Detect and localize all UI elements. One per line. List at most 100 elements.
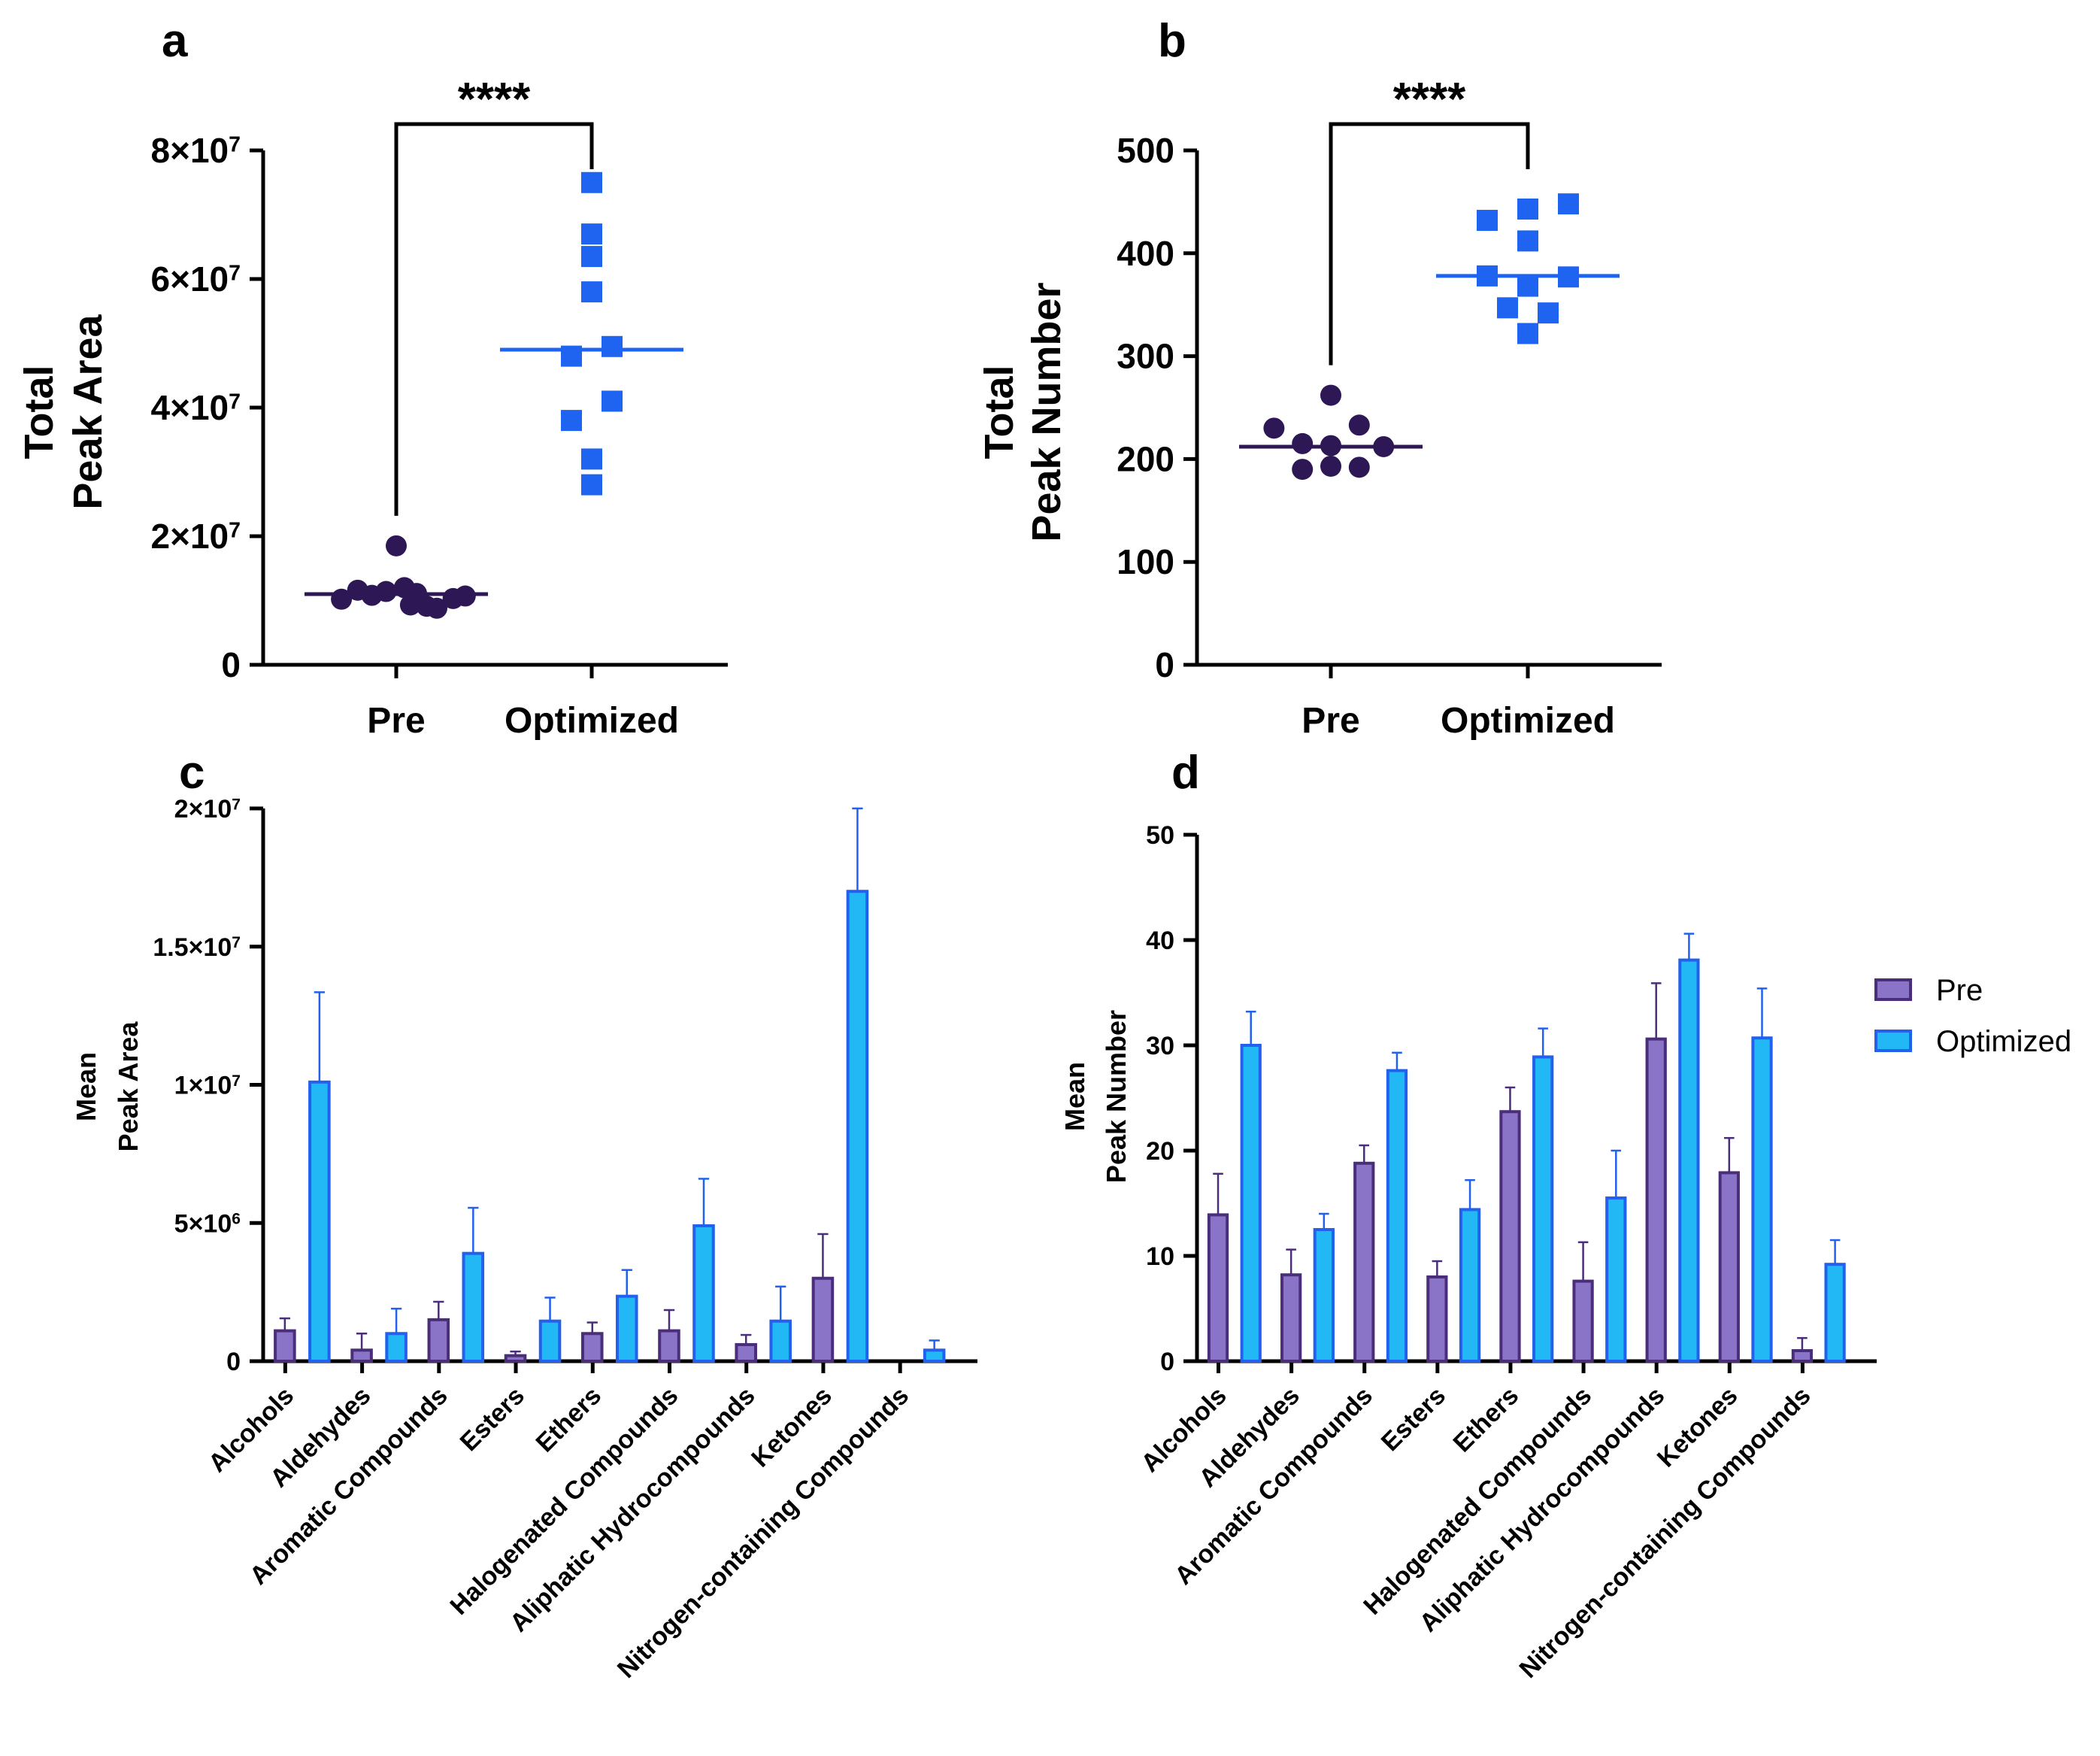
panel-d-bar-pre (1280, 1273, 1302, 1363)
panel-b-y-tick-label: 400 (1117, 234, 1174, 273)
panel-c-bar-optimized (462, 1251, 485, 1363)
panel-d-bar-pre (1207, 1213, 1229, 1363)
panel-b-data-point-optimized (1477, 265, 1498, 287)
panel-b-data-point-optimized (1558, 193, 1579, 215)
panel-c-bar-pre (504, 1354, 527, 1363)
panel-a-data-point-pre (331, 588, 353, 610)
panel-letter-c: c (179, 747, 205, 799)
panel-c-x-tick-label: Esters (455, 1381, 530, 1457)
panel-c-bar-optimized (769, 1319, 792, 1363)
panel-d-bar-optimized (1824, 1263, 1846, 1363)
panel-d-x-tick-label: Esters (1376, 1381, 1451, 1457)
panel-a-y-axis-label-line: Total (17, 365, 62, 459)
panel-b-data-point-optimized (1558, 266, 1579, 288)
panel-d-y-axis-label-line: Peak Number (1101, 1010, 1132, 1183)
panel-b-data-point-optimized (1497, 297, 1518, 319)
panel-b-x-tick-label-pre: Pre (1302, 701, 1359, 741)
panel-a-x-tick-label-optimized: Optimized (505, 701, 679, 741)
panel-a-y-tick-label: 6×107 (151, 259, 241, 299)
panel-a-data-point-optimized (581, 281, 602, 303)
panel-b-y-tick-label: 0 (1155, 645, 1174, 684)
panel-c-bar-pre (427, 1318, 450, 1363)
panel-b-significance-label: **** (1393, 74, 1466, 126)
panel-a-y-tick-label: 0 (221, 645, 241, 684)
panel-b-data-point-pre (1292, 459, 1314, 481)
panel-c-y-tick-label: 5×106 (174, 1209, 241, 1238)
panel-d-bar-optimized (1386, 1069, 1408, 1363)
panel-d-y-tick-label: 20 (1146, 1137, 1174, 1166)
panel-d-bar-pre (1426, 1275, 1448, 1363)
panel-d-bar-optimized (1605, 1196, 1627, 1363)
panel-c-bar-optimized (308, 1080, 331, 1363)
panel-c-bar-pre (274, 1329, 296, 1363)
panel-b-y-tick-label: 300 (1117, 337, 1174, 376)
panel-d-y-axis-label-line: Mean (1059, 1062, 1090, 1131)
panel-a-data-point-pre (399, 594, 421, 616)
panel-d-legend-label-pre: Pre (1936, 974, 1983, 1007)
panel-d-bar-optimized (1532, 1055, 1554, 1363)
panel-c-bar-optimized (692, 1224, 715, 1363)
panel-a-data-point-optimized (581, 246, 602, 268)
panel-c-bar-pre (580, 1332, 604, 1363)
panel-b-data-point-pre (1348, 414, 1370, 436)
panel-d-y-tick-label: 30 (1146, 1032, 1174, 1060)
panel-a-data-point-optimized (581, 448, 602, 470)
panel-a-data-point-pre (375, 581, 397, 602)
panel-d-bar-pre (1645, 1037, 1667, 1363)
panel-c-bar-pre (658, 1329, 680, 1363)
panel-b-data-point-optimized (1517, 323, 1538, 344)
panel-a-significance-label: **** (458, 74, 531, 126)
panel-c-bar-optimized (846, 890, 869, 1363)
panel-a-data-point-optimized (561, 410, 582, 432)
panel-a-significance-bracket (394, 122, 594, 516)
panel-d-y-tick-label: 40 (1146, 927, 1174, 955)
panel-d-bar-pre (1572, 1279, 1594, 1363)
panel-b-data-point-optimized (1538, 302, 1559, 324)
panel-b-data-point-pre (1292, 432, 1314, 454)
panel-c-x-tick-label: Ethers (531, 1381, 608, 1458)
panel-d-bar-optimized (1751, 1036, 1773, 1363)
panel-d-y-tick-label: 0 (1160, 1348, 1174, 1376)
panel-c-bar-optimized (923, 1348, 946, 1363)
panel-a-y-tick-label: 4×107 (151, 388, 241, 427)
panel-d-bar-pre (1499, 1110, 1521, 1363)
panel-d-bar-pre (1353, 1161, 1375, 1363)
panel-b-data-point-optimized (1517, 275, 1538, 297)
panel-a-y-tick-label: 2×107 (151, 517, 241, 556)
panel-d-legend-label-optimized: Optimized (1936, 1025, 2071, 1058)
panel-c-y-tick-label: 1×107 (174, 1072, 241, 1100)
panel-b-y-axis-label-line: Total (977, 365, 1022, 459)
panel-a-data-point-optimized (581, 171, 602, 193)
panel-letter-a: a (162, 15, 188, 67)
panel-b-y-tick-label: 100 (1117, 542, 1174, 581)
panel-b-data-point-optimized (1477, 210, 1498, 232)
panel-a-data-point-optimized (581, 474, 602, 496)
panel-c-bar-pre (811, 1276, 835, 1363)
panel-c-y-axis-label-line: Peak Area (113, 1021, 144, 1152)
panel-a-x-tick-label-pre: Pre (367, 701, 425, 741)
panel-b-significance-bracket (1329, 122, 1530, 365)
panel-d-bar-pre (1718, 1171, 1740, 1363)
panel-b-data-point-pre (1320, 384, 1341, 406)
panel-b-data-point-optimized (1517, 230, 1538, 252)
panel-d-y-tick-label: 50 (1146, 821, 1174, 850)
panel-a-y-axis-label-line: Peak Area (65, 314, 111, 509)
panel-c-bar-pre (735, 1342, 757, 1363)
panel-d-bar-optimized (1240, 1044, 1262, 1363)
panel-letter-b: b (1158, 15, 1186, 67)
panel-b-data-point-pre (1373, 435, 1395, 457)
panel-d-bar-optimized (1678, 958, 1700, 1363)
panel-d-legend-swatch-optimized (1874, 1030, 1912, 1052)
panel-c-y-tick-label: 1.5×107 (153, 933, 241, 962)
panel-b-y-tick-label: 200 (1117, 439, 1174, 478)
panel-c-y-tick-label: 0 (226, 1348, 241, 1376)
panel-c-bar-optimized (538, 1319, 562, 1363)
panel-a-data-point-optimized (602, 335, 623, 357)
panel-a-data-point-pre (426, 597, 447, 619)
panel-b-data-point-optimized (1517, 198, 1538, 220)
panel-b-data-point-pre (1263, 417, 1285, 439)
panel-a-data-point-optimized (602, 390, 623, 412)
panel-letter-d: d (1171, 747, 1200, 799)
panel-b-y-tick-label: 500 (1117, 131, 1174, 170)
